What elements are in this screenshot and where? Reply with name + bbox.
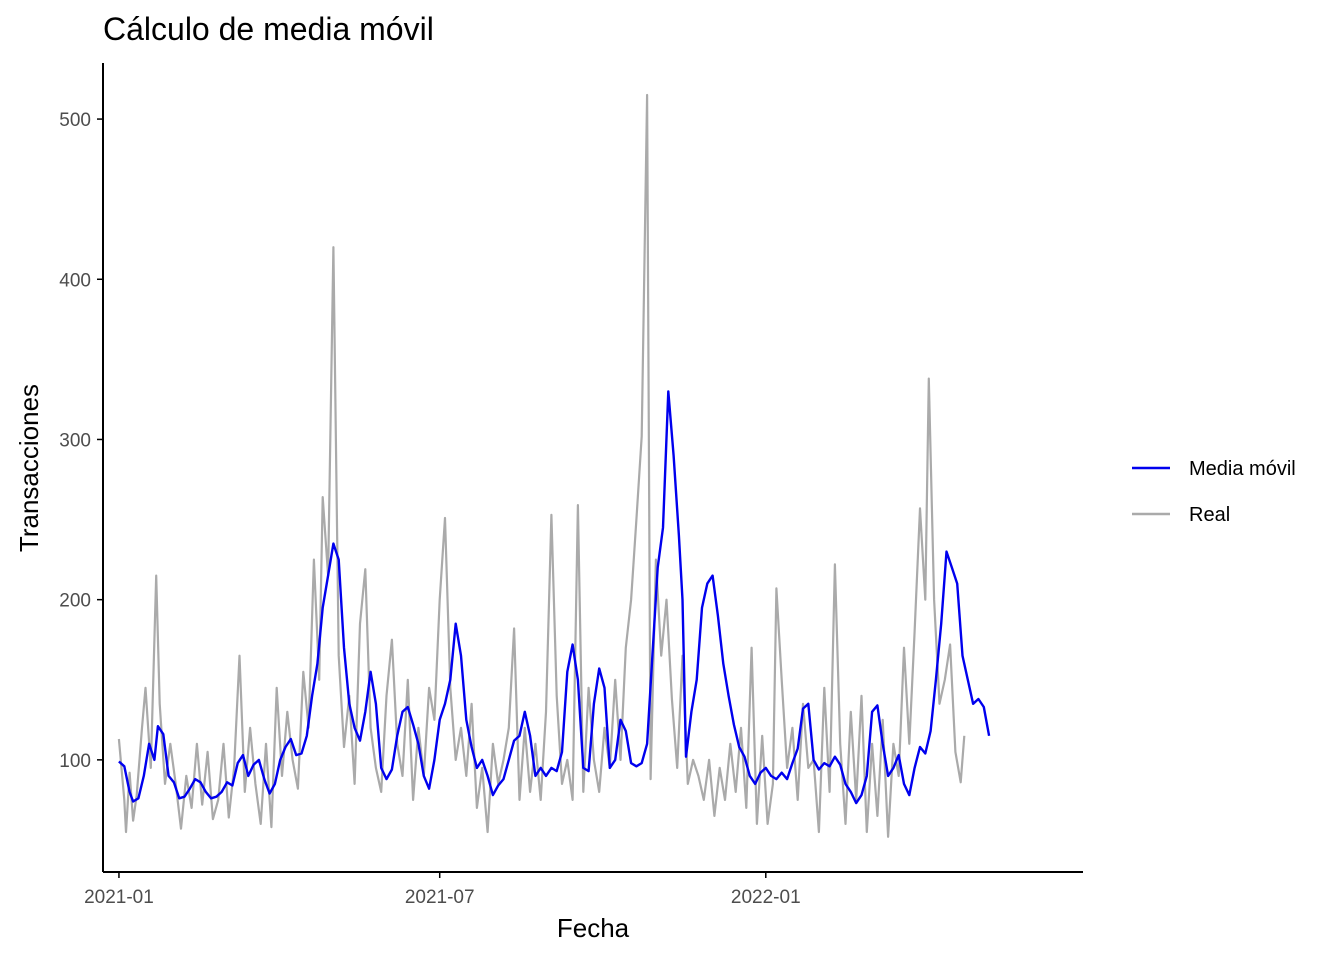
x-tick-label-2: 2022-01: [731, 887, 801, 908]
chart-title: Cálculo de media móvil: [103, 11, 434, 47]
y-axis-ticks: 100 200 300 400 500: [59, 110, 103, 772]
x-axis-ticks: 2021-01 2021-07 2022-01: [84, 872, 801, 908]
legend-label-1: Real: [1189, 504, 1230, 526]
y-tick-label-2: 300: [59, 430, 91, 451]
x-tick-label-0: 2021-01: [84, 887, 154, 908]
legend: Media móvil Real: [1132, 458, 1296, 526]
y-tick-label-1: 200: [59, 591, 91, 612]
series-line-1: [118, 390, 991, 805]
x-axis-title: Fecha: [557, 913, 630, 943]
y-axis-title: Transacciones: [14, 384, 44, 552]
legend-label-0: Media móvil: [1189, 458, 1296, 480]
y-tick-label-3: 400: [59, 270, 91, 291]
x-tick-label-1: 2021-07: [405, 887, 475, 908]
plot-area: [117, 93, 991, 838]
y-tick-label-4: 500: [59, 110, 91, 131]
series-line-0: [117, 93, 966, 838]
y-tick-label-0: 100: [59, 751, 91, 772]
